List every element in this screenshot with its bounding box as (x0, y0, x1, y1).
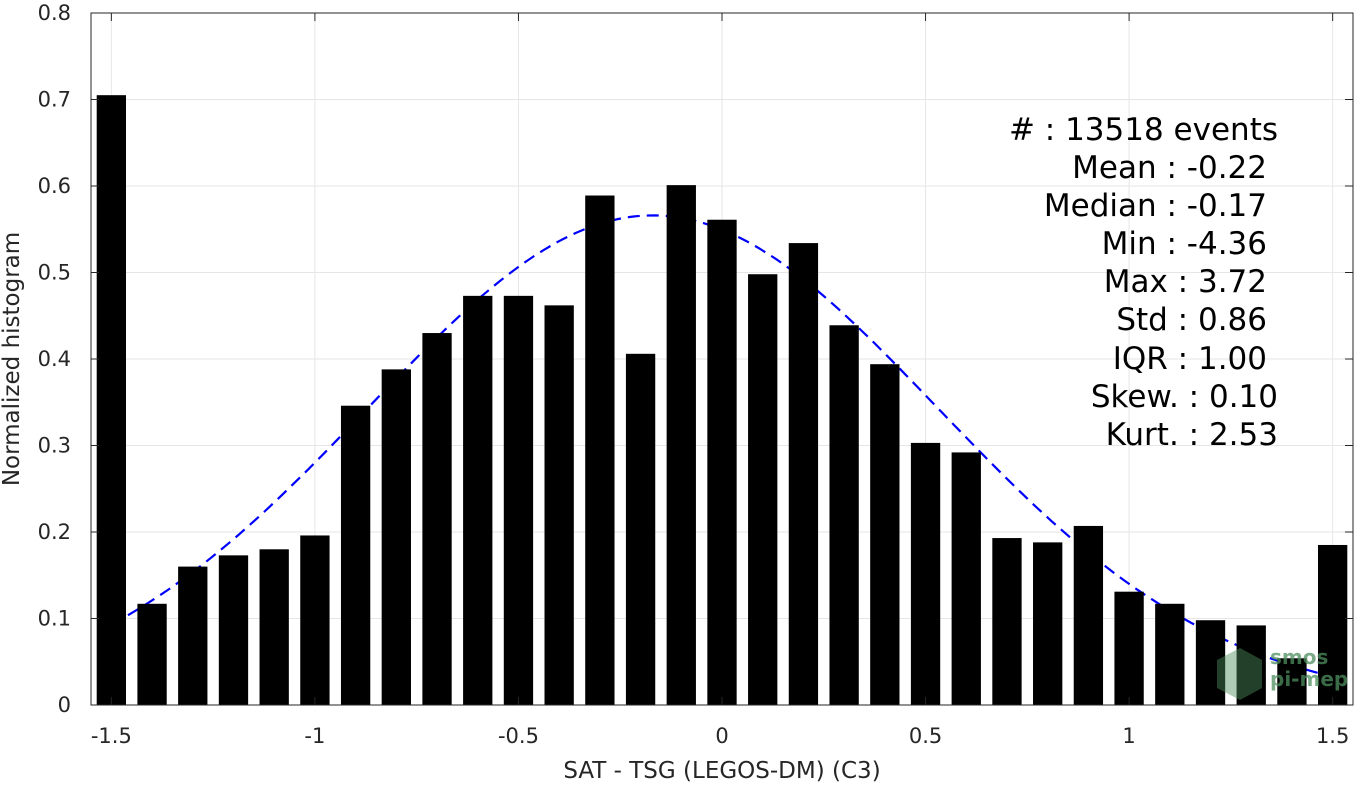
histogram-bar (503, 295, 534, 705)
histogram-bar (463, 295, 493, 705)
y-axis-label: Normalized histogram (0, 232, 25, 486)
watermark-line-1: smos (1270, 645, 1328, 669)
histogram-bar (625, 353, 656, 705)
y-tick-label: 0.3 (38, 434, 71, 458)
stat-std: Std : 0.86 (1116, 302, 1267, 338)
histogram-bars (96, 95, 1348, 706)
y-tick-label: 0.2 (38, 520, 71, 544)
x-tick-label: -1 (304, 724, 325, 748)
stat-kurt: Kurt. : 2.53 (1106, 417, 1278, 453)
stat-median: Median : -0.17 (1044, 188, 1267, 224)
x-tick-label: -1.5 (91, 724, 132, 748)
y-axis-ticks: 0 0.1 0.2 0.3 0.4 0.5 0.6 0.7 0.8 (38, 1, 1353, 717)
y-tick-label: 0.7 (38, 88, 71, 112)
histogram-bar (951, 452, 981, 705)
histogram-bar (585, 195, 615, 705)
x-tick-label: 1.5 (1316, 724, 1349, 748)
histogram-bar (1155, 603, 1185, 705)
watermark-line-2: pi-mep (1270, 667, 1348, 691)
x-tick-label: 0.5 (909, 724, 942, 748)
histogram-bar (1073, 525, 1104, 705)
statistics-box: # : 13518 events Mean : -0.22 Median : -… (1009, 112, 1278, 453)
histogram-bar (178, 566, 208, 705)
histogram-bar (910, 442, 941, 705)
histogram-bar (666, 185, 696, 705)
y-tick-label: 0.1 (38, 607, 71, 631)
y-tick-label: 0.6 (38, 174, 71, 198)
histogram-bar (870, 364, 900, 705)
x-tick-label: 1 (1122, 724, 1135, 748)
histogram-bar (1236, 625, 1266, 705)
histogram-bar (137, 603, 167, 705)
stat-mean: Mean : -0.22 (1072, 150, 1267, 186)
smos-pimep-logo: smos pi-mep (1217, 645, 1348, 700)
histogram-bar (300, 535, 330, 705)
histogram-bar (381, 369, 411, 705)
histogram-bar (748, 274, 778, 705)
histogram-bar (788, 243, 819, 705)
x-tick-label: 0 (715, 724, 728, 748)
histogram-bar (707, 219, 737, 706)
y-tick-label: 0.4 (38, 347, 71, 371)
stat-skew: Skew. : 0.10 (1091, 379, 1278, 415)
stat-events: # : 13518 events (1009, 112, 1278, 148)
histogram-bar (544, 305, 574, 705)
histogram-bar (340, 405, 371, 705)
y-tick-label: 0.5 (38, 261, 71, 285)
histogram-bar (422, 333, 452, 705)
x-axis-label: SAT - TSG (LEGOS-DM) (C3) (563, 758, 880, 784)
histogram-bar (1195, 620, 1226, 705)
histogram-bar (992, 538, 1022, 705)
histogram-bar (1277, 658, 1307, 705)
x-tick-label: -0.5 (498, 724, 539, 748)
y-tick-label: 0.8 (38, 1, 71, 25)
stat-max: Max : 3.72 (1104, 264, 1267, 300)
histogram-bar (829, 325, 859, 705)
x-axis-ticks: -1.5 -1 -0.5 0 0.5 1 1.5 (91, 13, 1349, 748)
histogram-bar (218, 555, 249, 705)
histogram-bar (259, 549, 289, 705)
histogram-bar (1114, 591, 1144, 705)
histogram-bar (1033, 542, 1063, 705)
y-tick-label: 0 (58, 693, 71, 717)
histogram-bar (96, 95, 127, 706)
histogram-bar (1317, 544, 1348, 705)
stat-min: Min : -4.36 (1102, 226, 1267, 262)
stat-iqr: IQR : 1.00 (1113, 341, 1267, 377)
logo-cube-icon (1217, 648, 1262, 700)
